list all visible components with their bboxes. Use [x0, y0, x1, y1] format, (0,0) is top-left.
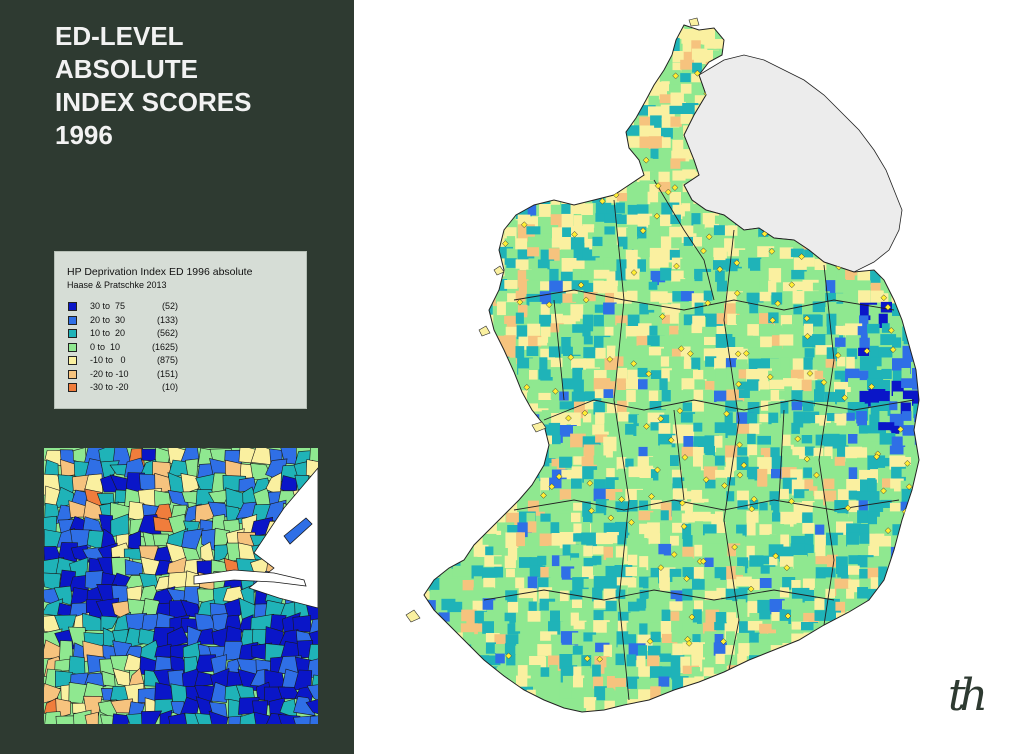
- legend-range: -10 to 0: [90, 355, 126, 365]
- legend-swatch: [68, 369, 77, 379]
- sidebar-panel: ED-LEVEL ABSOLUTE INDEX SCORES 1996 HP D…: [0, 0, 354, 754]
- title-line-3: INDEX SCORES: [55, 87, 252, 117]
- legend-range: 30 to 75: [90, 301, 126, 311]
- legend-range: -30 to -20: [90, 382, 129, 392]
- legend-swatch: [68, 356, 77, 365]
- legend-range: 10 to 20: [90, 328, 126, 338]
- coastline: [423, 24, 920, 713]
- title-line-2: ABSOLUTE: [55, 54, 198, 84]
- map-legend: HP Deprivation Index ED 1996 absolute Ha…: [54, 251, 307, 409]
- inset-map-canvas: [44, 448, 318, 724]
- legend-count: (52): [161, 301, 178, 311]
- legend-swatch: [68, 342, 77, 352]
- legend-swatch: [68, 302, 77, 311]
- dublin-inset-map: [44, 448, 318, 724]
- brand-logo: th: [948, 670, 988, 721]
- legend-count: (875): [156, 355, 178, 365]
- legend-count: (562): [156, 328, 178, 338]
- legend-count: (10): [161, 382, 178, 392]
- legend-range: 20 to 30: [90, 314, 126, 325]
- legend-swatch: [68, 315, 77, 325]
- title-line-1: ED-LEVEL: [55, 21, 184, 51]
- ireland-choropleth-map: [354, 0, 1024, 754]
- page-title: ED-LEVEL ABSOLUTE INDEX SCORES 1996: [55, 20, 315, 152]
- legend-range: 0 to 10: [90, 341, 121, 352]
- legend-swatch: [68, 329, 77, 338]
- legend-count: (151): [156, 368, 178, 379]
- legend-subtitle: Haase & Pratschke 2013: [67, 280, 167, 290]
- legend-count: (133): [156, 314, 178, 325]
- legend-range: -20 to -10: [90, 368, 129, 379]
- legend-swatch: [68, 383, 77, 392]
- offshore-islands: [405, 17, 700, 623]
- legend-title: HP Deprivation Index ED 1996 absolute: [67, 266, 253, 278]
- legend-count: (1625): [151, 341, 178, 352]
- map-canvas: [405, 17, 920, 713]
- title-line-4: 1996: [55, 120, 113, 150]
